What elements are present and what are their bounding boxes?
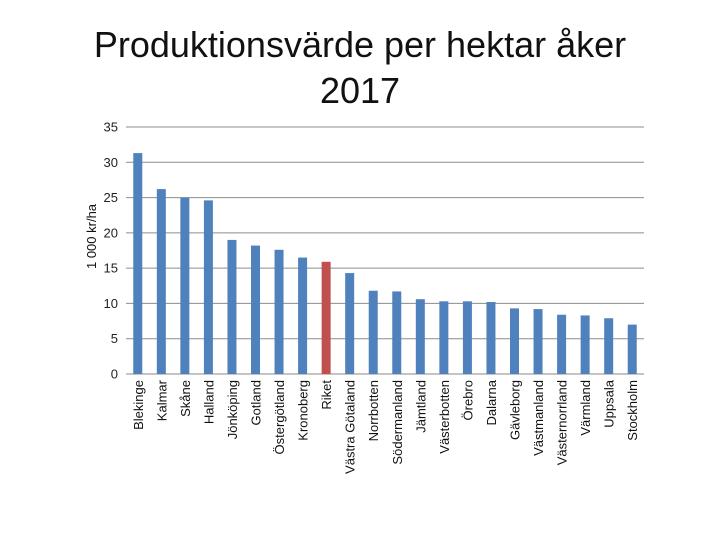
x-tick-label: Västra Götaland <box>343 380 358 474</box>
bar-11 <box>392 291 402 374</box>
bar-6 <box>274 249 284 374</box>
x-tick-label: Södermanland <box>390 380 405 465</box>
bar-18 <box>557 314 567 374</box>
y-tick-label: 15 <box>104 261 118 276</box>
x-tick-label: Östergötland <box>272 380 287 454</box>
x-tick-label: Jämtland <box>413 380 428 433</box>
x-tick-label: Kalmar <box>154 379 169 421</box>
y-tick-label: 5 <box>111 331 118 346</box>
x-tick-label: Norrbotten <box>366 380 381 441</box>
bar-2 <box>180 197 190 374</box>
bar-15 <box>486 302 496 374</box>
x-tick-label: Dalarna <box>484 379 499 425</box>
y-axis-ticks: 0 5 10 15 20 25 30 35 <box>104 120 118 382</box>
bar-3 <box>203 200 213 374</box>
x-tick-label: Kronoberg <box>296 380 311 441</box>
bar-19 <box>580 315 590 374</box>
bar-7 <box>298 257 308 374</box>
x-tick-label: Gävleborg <box>508 380 523 440</box>
x-tick-label: Halland <box>201 380 216 424</box>
gridlines <box>126 126 644 375</box>
bar-16 <box>510 308 519 374</box>
x-tick-label: Jönköping <box>225 380 240 439</box>
chart-title-line-2: 2017 <box>319 70 401 111</box>
bar-10 <box>368 290 378 374</box>
x-tick-label: Västernorrland <box>555 380 570 465</box>
bar-13 <box>439 301 449 374</box>
x-axis-ticks: Blekinge Kalmar Skåne Halland Jönköping Gotla… <box>131 379 640 474</box>
x-tick-label: Gotland <box>249 380 264 426</box>
bar-0 <box>133 153 143 374</box>
x-tick-label: Örebro <box>460 380 475 420</box>
x-tick-label: Västerbotten <box>437 380 452 454</box>
bar-8 <box>321 261 331 374</box>
bars <box>133 153 637 374</box>
x-tick-label: Värmland <box>578 380 593 436</box>
x-tick-label: Skåne <box>178 380 193 417</box>
y-tick-label: 20 <box>104 225 118 240</box>
bar-14 <box>462 301 472 374</box>
bar-4 <box>227 239 237 374</box>
chart-title: Produktionsvärde per hektar åker 2017 <box>0 22 720 114</box>
y-tick-label: 0 <box>111 367 118 382</box>
chart-title-line-1: Produktionsvärde per hektar åker <box>93 24 627 65</box>
y-tick-label: 30 <box>104 155 118 170</box>
bar-21 <box>627 324 637 374</box>
bar-17 <box>533 309 543 374</box>
bar-12 <box>415 299 425 374</box>
bar-5 <box>251 245 260 374</box>
x-tick-label: Blekinge <box>131 380 146 430</box>
x-tick-label: Västmanland <box>531 380 546 456</box>
x-tick-label: Riket <box>319 380 334 410</box>
bar-9 <box>345 273 355 374</box>
x-tick-label: Stockholm <box>625 380 640 441</box>
y-tick-label: 10 <box>104 296 118 311</box>
y-tick-label: 35 <box>104 120 118 135</box>
y-axis-label: 1 000 kr/ha <box>84 203 99 269</box>
y-tick-label: 25 <box>104 190 118 205</box>
x-tick-label: Uppsala <box>602 379 617 427</box>
bar-1 <box>156 189 166 374</box>
bar-20 <box>604 318 614 374</box>
